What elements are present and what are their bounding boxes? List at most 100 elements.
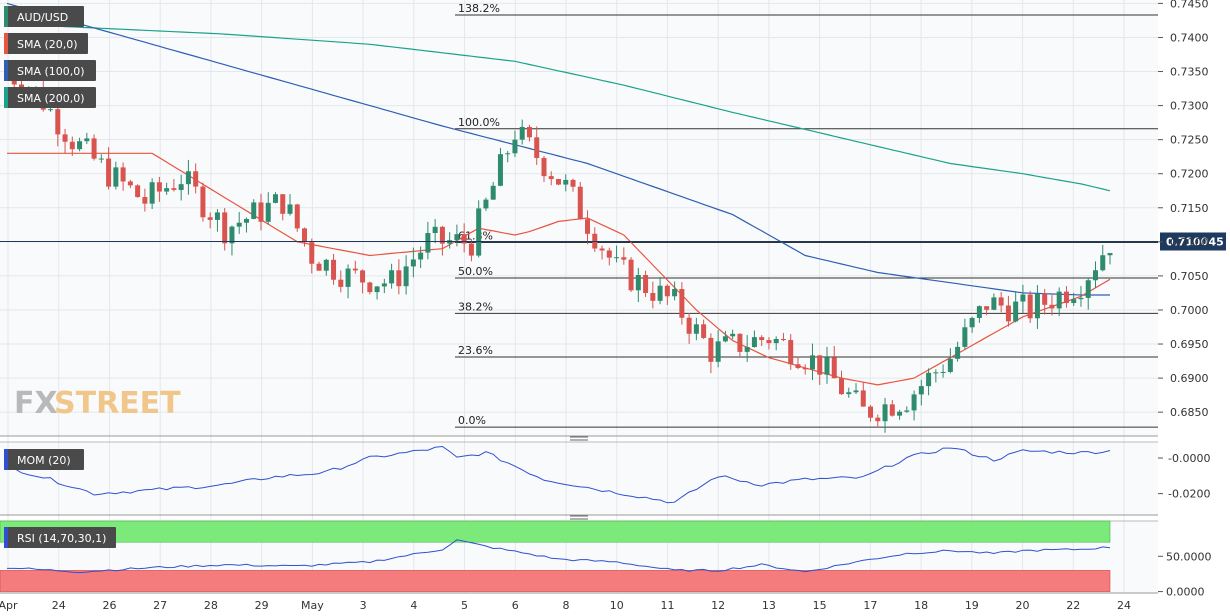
candle bbox=[882, 397, 888, 433]
candle-body bbox=[1063, 291, 1069, 304]
candle bbox=[940, 364, 946, 378]
candle bbox=[868, 405, 874, 422]
candle bbox=[599, 245, 605, 260]
candle-body bbox=[403, 266, 409, 287]
candlesticks bbox=[4, 64, 1113, 433]
legend-mom[interactable]: MOM (20) bbox=[4, 449, 84, 470]
candle bbox=[556, 178, 561, 186]
time-tick-label: 22 bbox=[1066, 599, 1080, 612]
candle-body bbox=[911, 394, 917, 411]
candle-body bbox=[352, 268, 358, 271]
candle-body bbox=[62, 134, 68, 142]
candle bbox=[715, 330, 721, 368]
candle bbox=[389, 263, 395, 289]
candle bbox=[127, 179, 133, 189]
candle bbox=[214, 209, 220, 232]
candle-body bbox=[287, 204, 293, 214]
axis-panel bbox=[1158, 0, 1230, 593]
fib-level-label: 138.2% bbox=[458, 2, 500, 15]
candle bbox=[563, 174, 569, 192]
candle-body bbox=[780, 338, 786, 341]
candle-body bbox=[171, 188, 177, 190]
candle-body bbox=[846, 392, 852, 395]
legend-sma100[interactable]: SMA (100,0) bbox=[4, 60, 96, 81]
legend-sma20-label: SMA (20,0) bbox=[17, 38, 78, 51]
candle bbox=[788, 334, 794, 370]
panel-resize-handle[interactable] bbox=[570, 436, 588, 441]
candle bbox=[976, 305, 982, 323]
candle bbox=[468, 239, 474, 262]
candle-body bbox=[802, 368, 808, 370]
candle bbox=[1013, 292, 1019, 323]
legend-sma200-label: SMA (200,0) bbox=[17, 92, 85, 105]
candle-body bbox=[1027, 294, 1033, 319]
candle bbox=[911, 390, 917, 421]
candle bbox=[780, 332, 786, 342]
candle bbox=[1085, 277, 1091, 310]
fib-level-label: 50.0% bbox=[458, 265, 493, 278]
candle bbox=[1063, 286, 1069, 308]
fib-level-label: 23.6% bbox=[458, 344, 493, 357]
candle-body bbox=[984, 306, 990, 310]
candle-body bbox=[824, 357, 830, 375]
logo-part-fx: FX bbox=[14, 386, 58, 421]
candle bbox=[621, 247, 627, 265]
candle bbox=[1056, 287, 1062, 317]
candle bbox=[933, 369, 939, 383]
candle-body bbox=[926, 372, 932, 387]
candle-body bbox=[635, 275, 641, 291]
candle bbox=[483, 197, 489, 211]
candle-body bbox=[149, 182, 155, 204]
time-tick-label: 15 bbox=[813, 599, 827, 612]
candle-body bbox=[809, 355, 815, 370]
candle bbox=[98, 154, 104, 163]
sma200-line bbox=[6, 23, 1111, 192]
candle bbox=[251, 199, 257, 220]
candle bbox=[338, 270, 344, 293]
candle-body bbox=[302, 228, 308, 243]
candle bbox=[1020, 284, 1026, 313]
legend-sma20[interactable]: SMA (20,0) bbox=[4, 33, 88, 54]
candle-body bbox=[868, 406, 874, 418]
candle-body bbox=[1034, 293, 1040, 319]
candle bbox=[396, 259, 402, 295]
candle bbox=[77, 137, 83, 152]
candle-body bbox=[425, 233, 431, 253]
price-tag-bg bbox=[1160, 232, 1226, 251]
legend-sma200[interactable]: SMA (200,0) bbox=[4, 87, 96, 108]
legend-pair[interactable]: AUD/USD bbox=[4, 6, 84, 27]
candle bbox=[1049, 295, 1055, 316]
candle bbox=[534, 126, 540, 165]
candle bbox=[998, 291, 1004, 313]
candle-body bbox=[265, 202, 271, 222]
panel-resize-handle-2[interactable] bbox=[570, 515, 588, 520]
rsi-line bbox=[7, 539, 1111, 574]
time-tick-label: 18 bbox=[914, 599, 928, 612]
candle-body bbox=[1013, 301, 1019, 322]
candle-body bbox=[875, 417, 881, 422]
candle-body bbox=[214, 212, 220, 220]
candle bbox=[548, 171, 554, 186]
price-tick-label: 0.6850 bbox=[1170, 406, 1209, 419]
candle-body bbox=[947, 358, 953, 372]
candle-body bbox=[1020, 294, 1026, 302]
candle-body bbox=[1042, 293, 1048, 305]
candle-body bbox=[396, 270, 402, 287]
candle-body bbox=[1107, 253, 1113, 256]
candle-body bbox=[664, 285, 670, 297]
fibonacci-levels: 138.2% 100.0% 61.8% 50.0% 38.2% 23.6% 0.0% bbox=[455, 2, 1158, 428]
mom-tick-label: -0.0200 bbox=[1168, 488, 1210, 501]
candle-body bbox=[1005, 305, 1011, 322]
candle bbox=[1042, 288, 1048, 315]
candle bbox=[737, 333, 743, 357]
rsi-tick-label: 0.0000 bbox=[1166, 586, 1205, 599]
candle bbox=[672, 281, 678, 301]
legend-rsi[interactable]: RSI (14,70,30,1) bbox=[4, 527, 116, 548]
time-tick-label: 8 bbox=[563, 599, 570, 612]
time-tick-label: 17 bbox=[863, 599, 877, 612]
candle bbox=[439, 225, 445, 256]
candle bbox=[839, 370, 845, 395]
candle bbox=[490, 181, 496, 200]
time-tick-label: 27 bbox=[153, 599, 167, 612]
candle bbox=[744, 335, 750, 362]
